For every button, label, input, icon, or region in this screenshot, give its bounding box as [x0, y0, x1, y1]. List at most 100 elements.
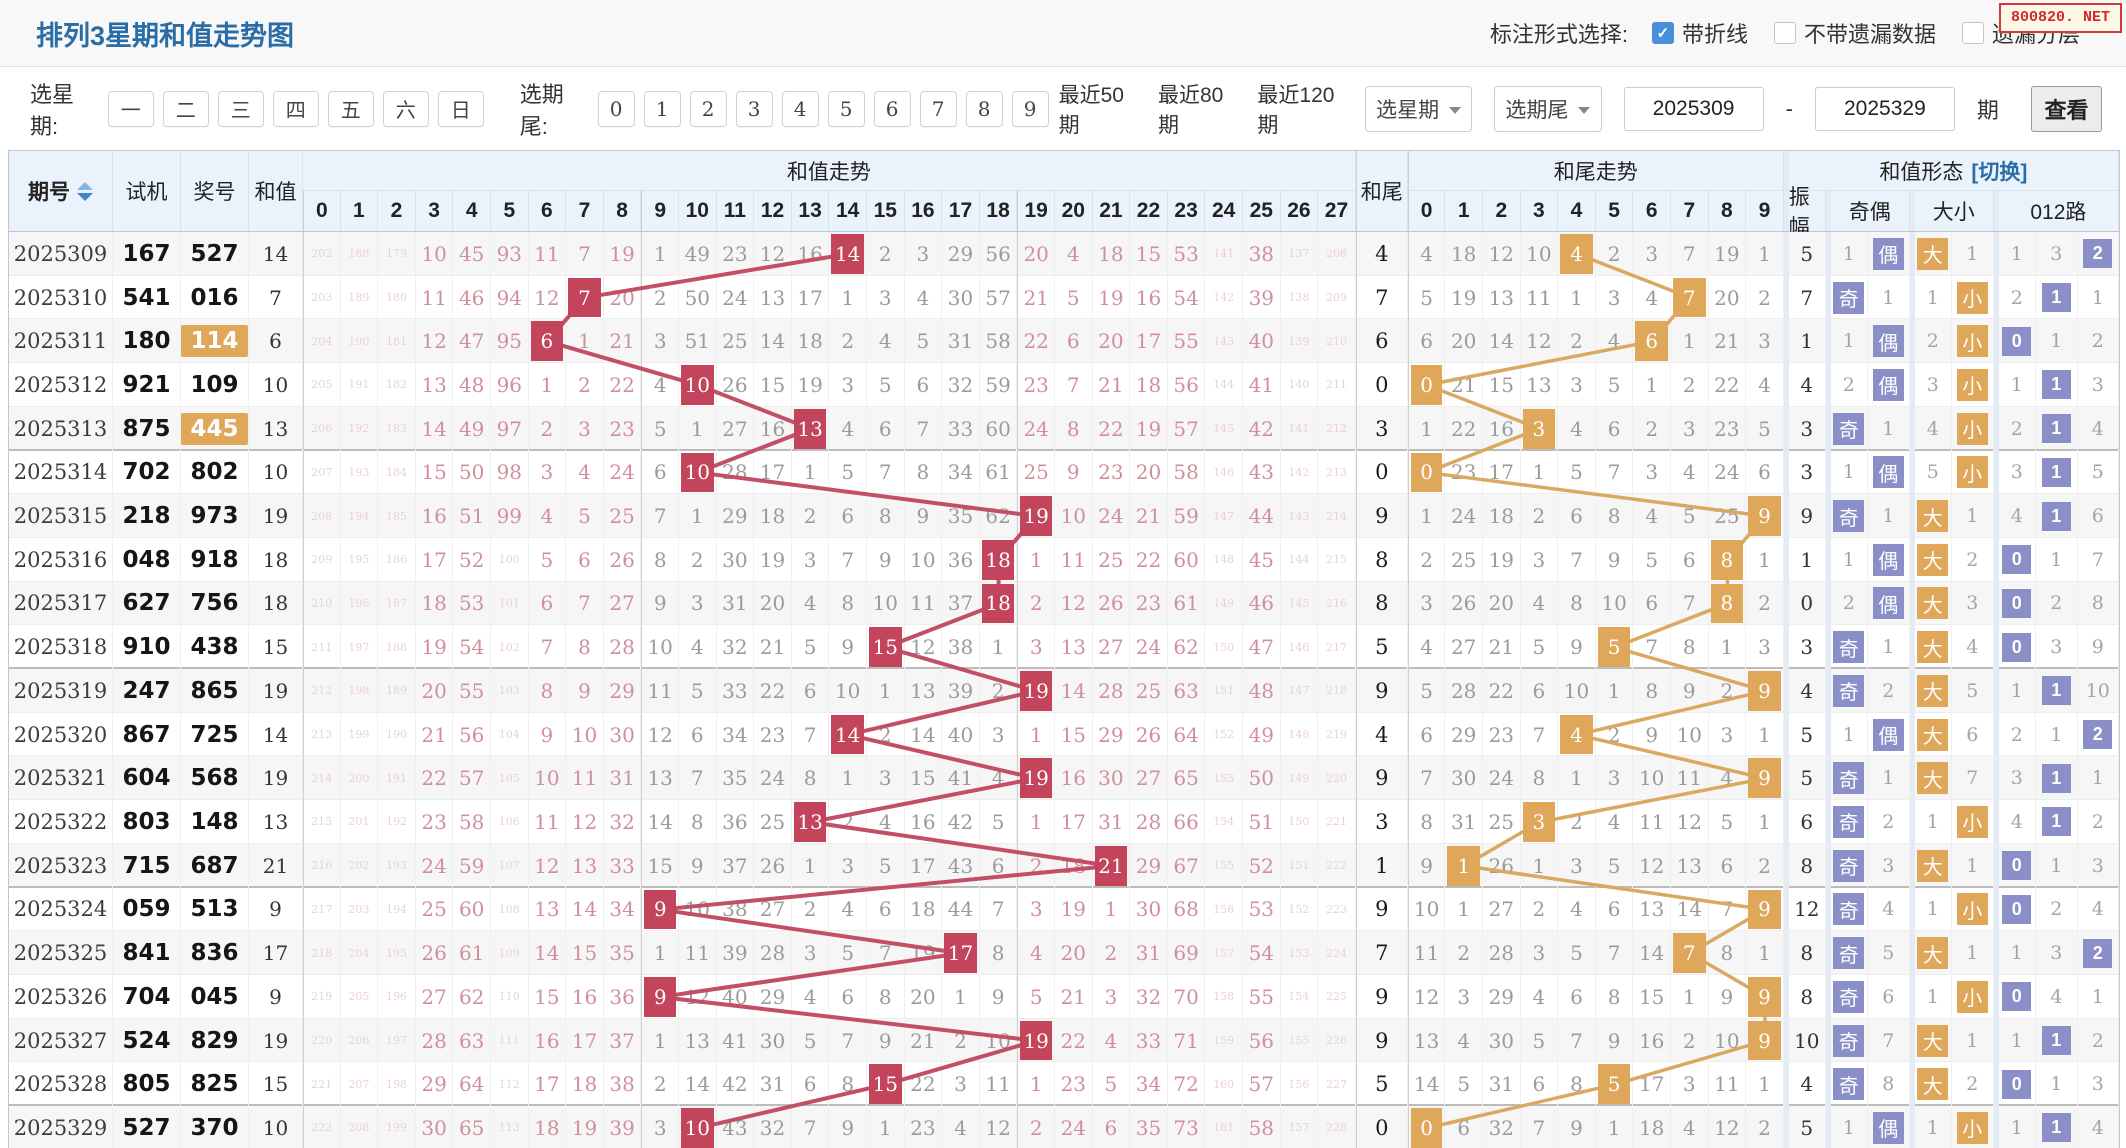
trend-cell: 17 [416, 537, 454, 582]
trend-cell: 15 [754, 363, 792, 407]
trend-cell: 8 [641, 537, 679, 582]
trend-cell: 19 [1017, 756, 1055, 801]
tail-badge: 7 [1673, 933, 1706, 973]
trend-cell: 19 [1130, 406, 1168, 451]
week-day-button-四[interactable]: 四 [272, 90, 319, 127]
road-cell: 3 [1993, 756, 2036, 801]
big-small-cell: 5 [1909, 450, 1952, 495]
checked-checkbox-icon[interactable]: ✓ [1651, 22, 1674, 44]
period-cell: 2025327 [9, 1018, 113, 1063]
trend-cell: 49 [453, 406, 491, 451]
tail-trend-cell: 27 [1483, 887, 1521, 932]
trend-cell: 21 [1055, 974, 1093, 1019]
trend-cell: 15 [867, 1062, 905, 1107]
tail-digit-button-2[interactable]: 2 [689, 90, 727, 127]
period-header[interactable]: 期号 [9, 151, 113, 231]
trend-cell: 65 [1168, 756, 1206, 801]
range-to-input[interactable] [1814, 86, 1955, 131]
trend-cell: 7 [566, 275, 604, 320]
trend-cell: 11 [1055, 537, 1093, 582]
trend-cell: 38 [1243, 232, 1281, 276]
week-day-button-三[interactable]: 三 [217, 90, 264, 127]
road-cell: 3 [2078, 1062, 2119, 1107]
sum-value: 7 [249, 275, 303, 320]
trend-cell: 218 [1318, 669, 1356, 713]
trend-cell: 60 [1168, 537, 1206, 582]
big-small-cell: 大 [1909, 537, 1952, 582]
trend-cell: 199 [378, 1106, 416, 1148]
option-不带遗漏数据[interactable]: 不带遗漏数据 [1773, 17, 1936, 49]
trend-cell: 155 [1281, 1018, 1319, 1063]
period-cell: 2025310 [9, 275, 113, 320]
road-cell: 1 [2036, 800, 2078, 844]
trend-cell: 2 [792, 887, 830, 932]
trend-cell: 227 [1318, 1062, 1356, 1107]
road-cell: 3 [2078, 843, 2119, 888]
trend-cell: 143 [1281, 494, 1319, 538]
week-day-button-六[interactable]: 六 [382, 90, 429, 127]
tail-badge: 5 [1597, 1064, 1631, 1105]
trend-cell: 7 [792, 1106, 830, 1148]
week-day-button-一[interactable]: 一 [107, 90, 154, 127]
tail-digit-button-8[interactable]: 8 [965, 90, 1003, 127]
sort-icon[interactable] [77, 181, 93, 201]
tail-digit-button-5[interactable]: 5 [827, 90, 865, 127]
trend-cell: 55 [453, 669, 491, 713]
tail-trend-cell: 9 [1558, 1106, 1596, 1148]
period-tail-label: 选期尾: [519, 81, 564, 139]
tail-trend-cell: 26 [1483, 843, 1521, 888]
trend-cell: 16 [566, 974, 604, 1019]
tail-digit-button-3[interactable]: 3 [735, 90, 773, 127]
week-day-button-五[interactable]: 五 [327, 90, 374, 127]
range-from-input[interactable] [1623, 86, 1764, 131]
tail-trend-cell: 30 [1483, 1018, 1521, 1063]
trend-cell: 4 [980, 756, 1018, 801]
tail-col-header-5: 5 [1596, 191, 1634, 231]
tail-digit-button-6[interactable]: 6 [873, 90, 911, 127]
switch-link[interactable]: [切换] [1971, 160, 2028, 184]
sum-header: 和值 [249, 151, 303, 231]
trend-cell: 30 [1093, 756, 1131, 801]
trend-cell: 52 [1243, 843, 1281, 888]
annotation-checkboxes: ✓ 带折线 不带遗漏数据 遗漏分层 [1651, 17, 2080, 49]
unchecked-checkbox-icon[interactable] [1961, 22, 1984, 44]
trend-cell: 1 [829, 756, 867, 801]
trend-cell: 32 [942, 363, 980, 407]
view-button[interactable]: 查看 [2030, 85, 2103, 132]
table-row: 2025319 247 865 19 212 198 189 20 55 103 8 9 29 11 5 33… [9, 669, 2119, 713]
trend-cell: 58 [453, 800, 491, 844]
trend-cell: 5 [829, 931, 867, 975]
recent-link-1[interactable]: 最近80期 [1158, 83, 1224, 137]
option-带折线[interactable]: ✓ 带折线 [1651, 17, 1748, 49]
week-select[interactable]: 选星期 [1365, 85, 1473, 132]
recent-link-2[interactable]: 最近120期 [1257, 83, 1335, 137]
tail-select[interactable]: 选期尾 [1494, 85, 1602, 132]
tail-trend-cell: 29 [1445, 712, 1483, 757]
odd-even-cell: 偶 [1868, 581, 1910, 626]
tail-digit-button-7[interactable]: 7 [919, 90, 957, 127]
trend-cell: 21 [1093, 843, 1131, 888]
road-cell: 1 [2036, 1106, 2078, 1148]
trend-cell: 2 [942, 1018, 980, 1063]
tail-trend-cell: 7 [1633, 625, 1671, 670]
tail-digit-button-0[interactable]: 0 [597, 90, 635, 127]
recent-link-0[interactable]: 最近50期 [1058, 83, 1124, 137]
tail-digit-button-1[interactable]: 1 [643, 90, 681, 127]
trend-cell: 27 [604, 581, 642, 626]
week-day-button-二[interactable]: 二 [162, 90, 209, 127]
sum-value: 13 [249, 800, 303, 844]
trend-cell: 214 [303, 756, 341, 801]
trend-cell: 4 [566, 450, 604, 495]
tail-trend-cell: 1 [1746, 712, 1784, 757]
test-number: 702 [113, 450, 181, 495]
tail-trend-cell: 24 [1709, 450, 1747, 495]
odd-even-cell: 1 [1868, 494, 1910, 538]
unchecked-checkbox-icon[interactable] [1773, 22, 1796, 44]
amplitude-value: 3 [1783, 406, 1826, 451]
sum-badge: 10 [681, 452, 714, 493]
tail-digit-button-9[interactable]: 9 [1011, 90, 1049, 127]
tail-trend-cell: 12 [1483, 232, 1521, 276]
trend-cell: 190 [341, 319, 379, 364]
tail-digit-button-4[interactable]: 4 [781, 90, 819, 127]
week-day-button-日[interactable]: 日 [437, 90, 484, 127]
